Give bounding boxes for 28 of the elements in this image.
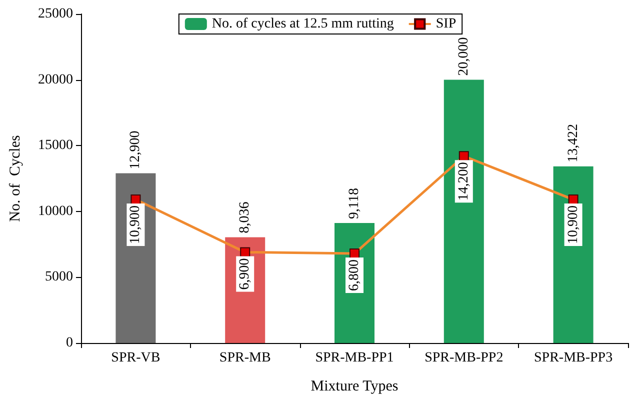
bar	[116, 173, 156, 343]
x-axis-title: Mixture Types	[310, 378, 398, 394]
y-tick-label: 0	[66, 336, 73, 350]
x-tick-label: SPR-MB-PP2	[424, 350, 504, 366]
x-tick-label: SPR-MB-PP1	[315, 350, 394, 366]
x-tick-label: SPR-VB	[111, 350, 160, 366]
y-axis-title: No. of Cycles	[8, 135, 24, 222]
data-label: 6,800	[347, 260, 362, 292]
y-tick-label: 5000	[45, 270, 73, 285]
bar	[444, 80, 484, 343]
bar	[553, 166, 594, 343]
y-tick-label: 10000	[38, 204, 73, 219]
y-tick-label: 25000	[38, 6, 73, 22]
data-label: 20,000	[456, 37, 472, 76]
data-label: 6,900	[238, 258, 253, 290]
data-label: 10,900	[566, 206, 581, 244]
legend-label: No. of cycles at 12.5 mm rutting	[212, 16, 394, 32]
data-label: 14,200	[456, 162, 472, 201]
data-label: 8,036	[238, 202, 253, 234]
legend-label: SIP	[436, 16, 456, 32]
data-label: 13,422	[566, 124, 581, 162]
data-label: 10,900	[128, 206, 144, 244]
x-tick-label: SPR-MB-PP3	[534, 350, 613, 366]
x-tick-label: SPR-MB	[219, 350, 271, 366]
y-tick-label: 20000	[38, 72, 73, 88]
data-label: 12,900	[128, 130, 144, 170]
data-label: 9,118	[347, 188, 362, 220]
y-tick-label: 15000	[38, 138, 73, 154]
